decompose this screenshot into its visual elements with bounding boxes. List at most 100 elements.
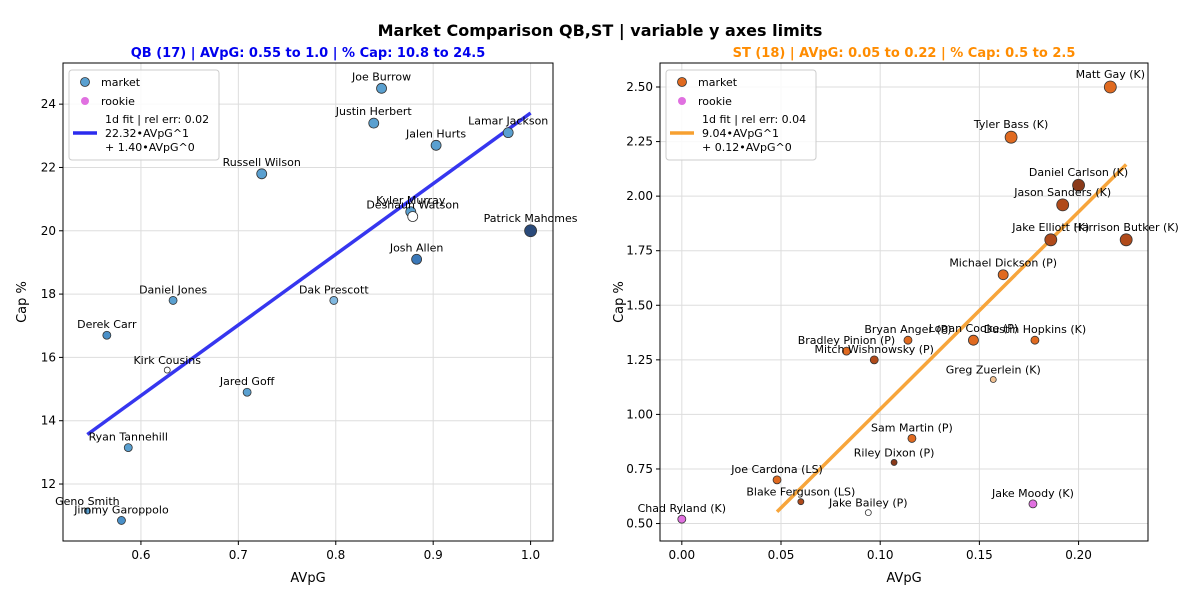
qb-point-label: Jimmy Garoppolo	[73, 503, 169, 516]
st-legend-market-label: market	[698, 76, 738, 89]
qb-point-label: Daniel Jones	[139, 283, 207, 296]
st-legend-rookie-marker	[678, 97, 686, 105]
st-y-tick-label: 1.50	[626, 298, 653, 312]
st-x-tick-label: 0.05	[768, 548, 795, 562]
qb-y-tick-label: 14	[41, 414, 56, 428]
qb-data-point	[168, 296, 178, 305]
st-y-tick-label: 0.50	[626, 517, 653, 531]
st-y-tick-label: 2.50	[626, 80, 653, 94]
st-point-label: Michael Dickson (P)	[949, 257, 1057, 270]
qb-point-label: Geno Smith	[55, 495, 120, 508]
st-x-axis-label: AVpG	[886, 571, 921, 586]
qb-y-tick-label: 22	[41, 160, 56, 174]
qb-legend-fit-text: + 1.40•AVpG^0	[105, 141, 195, 154]
st-point-label: Dustin Hopkins (K)	[984, 323, 1086, 336]
qb-x-axis-label: AVpG	[290, 571, 325, 586]
qb-x-tick-label: 1.0	[521, 548, 540, 562]
st-legend-fit-text: 1d fit | rel err: 0.04	[702, 113, 806, 126]
st-data-point	[1056, 198, 1070, 212]
st-point-label: Riley Dixon (P)	[854, 446, 935, 459]
qb-x-tick-label: 0.7	[229, 548, 248, 562]
qb-x-tick-label: 0.8	[326, 548, 345, 562]
figure-title: Market Comparison QB,ST | variable y axe…	[378, 21, 823, 41]
st-data-point	[1004, 130, 1018, 144]
st-data-point	[968, 334, 979, 346]
qb-point-label: Kyler Murray	[376, 194, 446, 207]
qb-y-axis-label: Cap %	[15, 281, 30, 323]
qb-point-label: Justin Herbert	[335, 105, 413, 118]
st-legend-fit-text: 9.04•AVpG^1	[702, 127, 779, 140]
st-y-tick-label: 1.00	[626, 407, 653, 421]
st-y-tick-label: 2.25	[626, 135, 653, 149]
qb-point-label: Ryan Tannehill	[89, 431, 168, 444]
st-legend-market-marker	[677, 77, 687, 87]
qb-data-point	[83, 507, 91, 515]
st-data-point	[907, 434, 917, 443]
qb-data-point	[376, 82, 387, 94]
qb-plot-frame	[62, 62, 554, 542]
st-y-tick-label: 1.25	[626, 353, 653, 367]
qb-data-point	[502, 127, 514, 139]
st-point-label: Greg Zuerlein (K)	[946, 363, 1041, 376]
st-point-label: Jake Moody (K)	[991, 487, 1074, 500]
qb-point-label: Joe Burrow	[351, 70, 411, 83]
qb-panel: QB (17) | AVpG: 0.55 to 1.0 | % Cap: 10.…	[15, 46, 578, 586]
qb-y-tick-label: 18	[41, 287, 56, 301]
qb-legend-rookie-label: rookie	[101, 95, 135, 108]
st-data-point	[842, 346, 851, 356]
qb-legend-fit-text: 1d fit | rel err: 0.02	[105, 113, 209, 126]
st-point-label: Bradley Pinion (P)	[798, 334, 896, 347]
qb-data-point	[163, 366, 171, 374]
st-point-label: Daniel Carlson (K)	[1029, 166, 1128, 179]
st-point-label: Jake Elliott (K)	[1011, 221, 1089, 234]
st-legend-box	[665, 69, 817, 161]
st-data-point	[1072, 178, 1085, 192]
qb-point-label: Josh Allen	[389, 241, 444, 254]
st-point-label: Bryan Anger (P)	[864, 323, 951, 336]
st-y-tick-label: 1.75	[626, 244, 653, 258]
st-plot-frame	[659, 62, 1149, 542]
st-y-axis-label: Cap %	[612, 281, 627, 323]
qb-point-label: Dak Prescott	[299, 283, 369, 296]
st-data-point	[869, 355, 879, 365]
st-x-tick-label: 0.20	[1065, 548, 1092, 562]
st-data-point	[1119, 233, 1133, 247]
st-point-label: Sam Martin (P)	[871, 421, 953, 434]
qb-legend-fit-text: 22.32•AVpG^1	[105, 127, 189, 140]
qb-data-point	[256, 168, 268, 180]
st-data-point	[797, 498, 805, 506]
st-legend-fit-text: + 0.12•AVpG^0	[702, 141, 792, 154]
st-data-point	[1103, 80, 1117, 94]
qb-y-tick-label: 20	[41, 224, 56, 238]
st-point-label: Jason Sanders (K)	[1013, 186, 1111, 199]
qb-y-tick-label: 12	[41, 477, 56, 491]
st-y-tick-label: 0.75	[626, 462, 653, 476]
st-data-point	[1044, 233, 1058, 247]
st-data-point	[864, 509, 872, 517]
qb-point-label: Lamar Jackson	[468, 115, 548, 128]
qb-legend-rookie-marker	[81, 97, 89, 105]
qb-y-tick-label: 16	[41, 350, 56, 364]
qb-point-label: Deshaun Watson	[366, 199, 459, 212]
qb-point-label: Kirk Cousins	[133, 354, 201, 367]
st-data-point	[989, 376, 997, 383]
st-point-label: Joe Cardona (LS)	[730, 463, 823, 476]
qb-point-label: Russell Wilson	[223, 156, 301, 169]
qb-data-point	[117, 516, 126, 525]
st-fit-line	[775, 163, 1128, 514]
qb-fit-line	[86, 111, 532, 436]
qb-data-point	[102, 330, 112, 340]
st-point-label: Chad Ryland (K)	[638, 502, 726, 515]
qb-x-tick-label: 0.6	[131, 548, 150, 562]
st-data-point	[772, 475, 782, 485]
qb-data-point	[411, 253, 423, 265]
st-legend-rookie-label: rookie	[698, 95, 732, 108]
st-x-tick-label: 0.00	[668, 548, 695, 562]
qb-data-point	[242, 387, 252, 397]
st-point-label: Harrison Butker (K)	[1074, 221, 1179, 234]
st-point-label: Logan Cooke (P)	[929, 322, 1018, 335]
qb-point-label: Patrick Mahomes	[484, 212, 578, 225]
qb-legend-box	[68, 69, 220, 161]
st-x-tick-label: 0.15	[966, 548, 993, 562]
